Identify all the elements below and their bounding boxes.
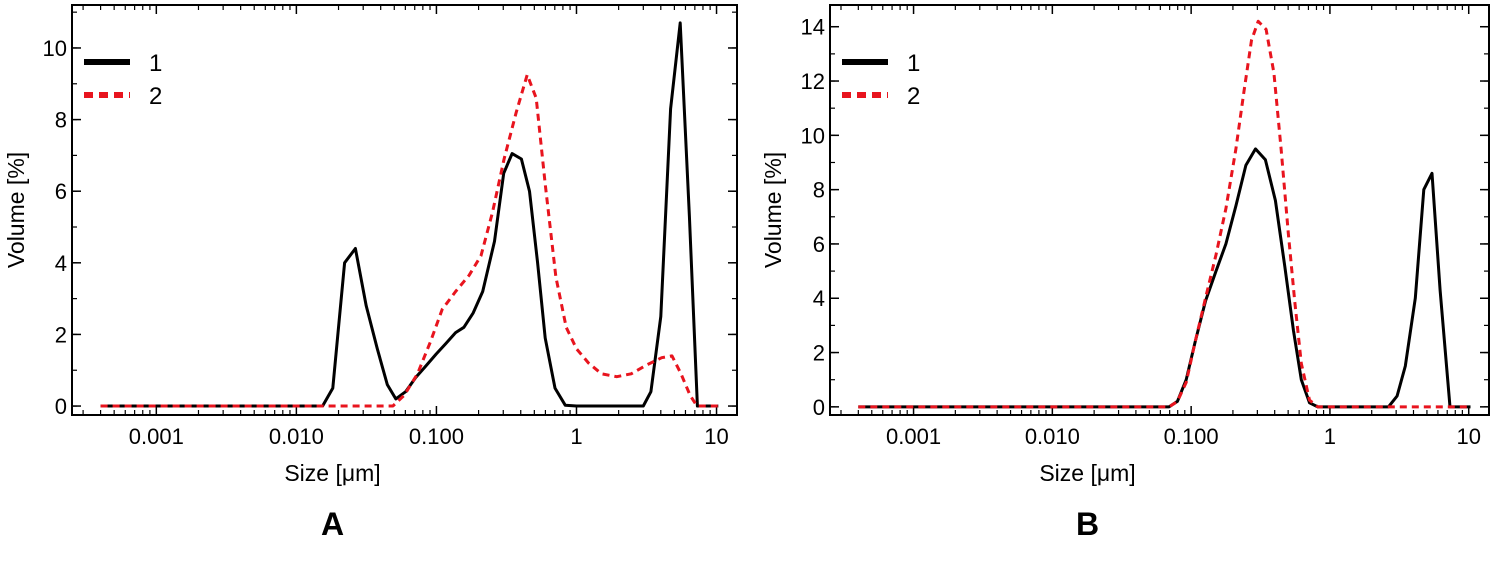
x-tick-label: 0.100 (1164, 424, 1219, 449)
y-tick-label: 6 (55, 179, 67, 204)
x-tick-label: 0.010 (1025, 424, 1080, 449)
y-tick-label: 0 (55, 394, 67, 419)
y-tick-label: 8 (55, 108, 67, 133)
y-tick-label: 6 (813, 232, 825, 257)
x-minor-ticks (82, 5, 711, 415)
x-tick-label: 10 (1456, 424, 1480, 449)
legend-label: 1 (149, 50, 162, 77)
x-tick-label: 1 (1324, 424, 1336, 449)
legend-label: 2 (149, 83, 162, 110)
x-tick-label: 0.001 (129, 424, 184, 449)
x-tick-label: 1 (570, 424, 582, 449)
y-tick-label: 10 (43, 36, 67, 61)
y-tick-label: 2 (813, 341, 825, 366)
panel-label: A (321, 506, 344, 542)
legend-label: 1 (907, 50, 920, 77)
y-axis-title: Volume [%] (760, 152, 786, 268)
series-line-1 (100, 21, 719, 408)
series-line-1 (858, 147, 1471, 409)
y-tick-label: 8 (813, 178, 825, 203)
y-axis-title: Volume [%] (3, 152, 29, 268)
x-minor-ticks (840, 5, 1463, 415)
plot-frame (71, 4, 738, 416)
plot-frame (829, 4, 1490, 416)
y-tick-label: 4 (813, 286, 825, 311)
x-tick-label: 10 (704, 424, 728, 449)
y-tick-label: 12 (801, 69, 825, 94)
y-tick-label: 2 (55, 322, 67, 347)
panel-label: B (1076, 506, 1099, 542)
series-line-2 (100, 73, 719, 408)
x-tick-label: 0.010 (269, 424, 324, 449)
x-axis-title: Size [μm] (1039, 460, 1135, 486)
x-tick-label: 0.001 (886, 424, 941, 449)
y-tick-label: 4 (55, 251, 67, 276)
series-line-2 (858, 19, 1471, 409)
x-axis-title: Size [μm] (284, 460, 380, 486)
y-tick-label: 10 (801, 123, 825, 148)
legend-label: 2 (907, 83, 920, 110)
y-tick-label: 0 (813, 395, 825, 420)
y-tick-label: 14 (801, 15, 825, 40)
x-tick-label: 0.100 (409, 424, 464, 449)
